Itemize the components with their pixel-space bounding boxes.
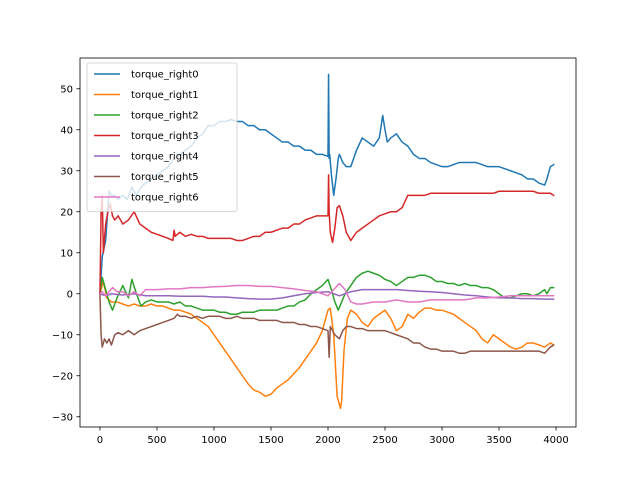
x-tick-label: 2000 — [315, 435, 340, 446]
x-tick-label: 1000 — [201, 435, 226, 446]
legend-label: torque_right1 — [131, 90, 199, 101]
legend-label: torque_right3 — [131, 131, 199, 142]
legend-label: torque_right6 — [131, 193, 199, 204]
legend-label: torque_right4 — [131, 152, 199, 163]
legend-label: torque_right2 — [131, 111, 199, 122]
series-line-torque-right1 — [99, 280, 555, 410]
y-tick-label: 0 — [67, 289, 73, 300]
legend-box — [86, 62, 238, 212]
y-tick-label: −30 — [52, 412, 73, 423]
y-axis-ticks: −30 −20 −10 0 10 20 30 40 50 — [52, 84, 80, 423]
x-tick-label: 4000 — [543, 435, 568, 446]
series-line-torque-right6 — [99, 282, 555, 305]
y-tick-label: −10 — [52, 330, 73, 341]
y-tick-label: −20 — [52, 371, 73, 382]
legend-label: torque_right0 — [131, 70, 199, 81]
x-axis-ticks: 0 500 1000 1500 2000 2500 3000 3500 4000 — [97, 427, 569, 446]
x-tick-label: 0 — [97, 435, 103, 446]
series-line-torque-right3 — [99, 174, 555, 295]
y-tick-label: 10 — [60, 248, 73, 259]
series-line-torque-right5 — [99, 293, 555, 359]
series-line-torque-right2 — [99, 270, 555, 315]
y-tick-label: 40 — [60, 125, 73, 136]
x-tick-label: 2500 — [372, 435, 397, 446]
legend-label: torque_right5 — [131, 172, 199, 183]
x-tick-label: 3000 — [429, 435, 454, 446]
y-tick-label: 20 — [60, 207, 73, 218]
x-tick-label: 3500 — [486, 435, 511, 446]
y-tick-label: 50 — [60, 84, 73, 95]
x-tick-label: 500 — [147, 435, 166, 446]
y-tick-label: 30 — [60, 166, 73, 177]
x-tick-label: 1500 — [258, 435, 283, 446]
series-layer — [99, 73, 555, 410]
legend: torque_right0 torque_right1 torque_right2t… — [86, 62, 238, 212]
